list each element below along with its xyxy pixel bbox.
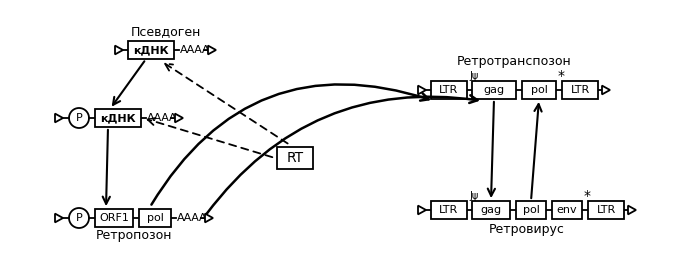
Polygon shape [175,114,183,122]
Bar [522,81,556,99]
Bar [552,201,582,219]
Polygon shape [628,206,636,214]
Text: env: env [556,205,577,215]
Polygon shape [115,46,123,54]
Text: ORF1: ORF1 [99,213,129,223]
Text: *: * [584,189,591,203]
Polygon shape [55,114,63,122]
Text: pol: pol [146,213,163,223]
Bar [588,201,624,219]
Polygon shape [208,46,216,54]
Polygon shape [418,206,426,214]
Text: pol: pol [531,85,547,95]
Text: *: * [558,69,565,83]
Text: Псевдоген: Псевдоген [130,26,201,39]
Text: АААА: АААА [177,213,207,223]
Bar [431,201,467,219]
Polygon shape [55,214,63,222]
Polygon shape [602,86,610,94]
Bar [472,201,510,219]
Text: gag: gag [484,85,505,95]
Text: Ретровирус: Ретровирус [489,224,565,236]
Polygon shape [205,214,213,222]
Text: АААА: АААА [147,113,178,123]
Text: LTR: LTR [596,205,615,215]
Text: кДНК: кДНК [133,45,169,55]
Text: Jψ: Jψ [469,191,478,201]
Text: gag: gag [480,205,502,215]
Text: pol: pol [523,205,540,215]
Bar [139,209,171,227]
Text: RT: RT [286,151,304,165]
Text: кДНК: кДНК [100,113,136,123]
Text: LTR: LTR [440,205,459,215]
Text: P: P [76,113,83,123]
Bar [95,109,141,127]
Bar [562,81,598,99]
Text: Ретротранспозон: Ретротранспозон [456,55,571,69]
Bar [431,81,467,99]
Text: Ретропозон: Ретропозон [96,230,172,243]
Text: P: P [76,213,83,223]
Text: LTR: LTR [440,85,459,95]
Polygon shape [418,86,426,94]
Bar [128,41,174,59]
Bar [516,201,546,219]
Bar [95,209,133,227]
Text: LTR: LTR [570,85,589,95]
Text: Jψ: Jψ [469,71,478,81]
Bar [277,147,313,169]
Bar [472,81,516,99]
Text: АААА: АААА [180,45,211,55]
